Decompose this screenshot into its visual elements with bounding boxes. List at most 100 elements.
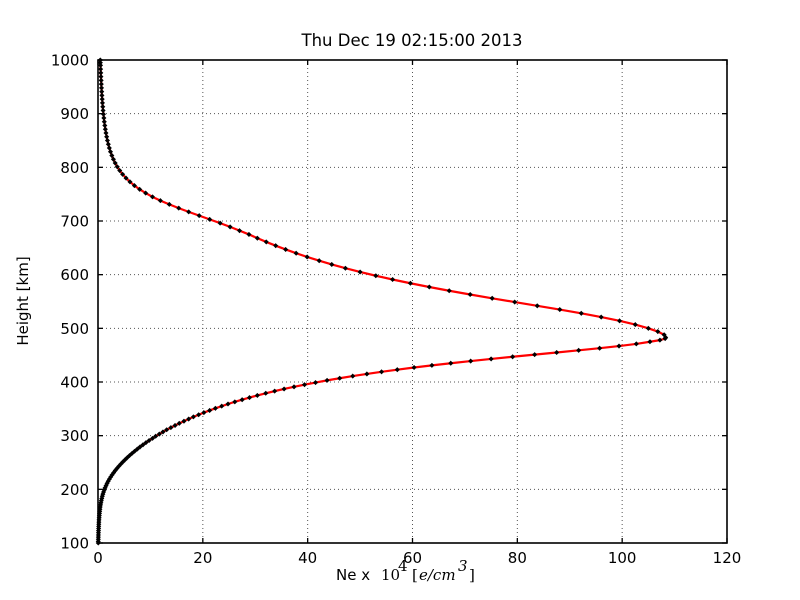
data-point-marker	[227, 224, 233, 230]
data-point-marker	[149, 194, 156, 200]
data-point-marker	[446, 288, 452, 294]
data-point-marker	[132, 448, 138, 454]
data-point-marker	[98, 70, 104, 76]
data-point-marker	[239, 397, 245, 403]
data-point-marker	[554, 349, 560, 356]
y-tick-label: 500	[60, 320, 89, 338]
data-point-marker	[99, 96, 105, 102]
x-tick-label: 120	[713, 549, 742, 567]
data-point-marker	[373, 273, 379, 279]
x-axis-label-base: 10	[381, 566, 400, 584]
data-point-marker	[488, 356, 494, 362]
data-point-marker	[291, 384, 297, 390]
data-point-marker	[254, 392, 260, 398]
x-axis-label-units: e/cm	[419, 566, 456, 584]
data-point-marker	[616, 343, 622, 349]
data-point-marker	[576, 347, 582, 353]
data-point-marker	[98, 81, 104, 87]
data-point-marker	[510, 354, 516, 360]
data-point-marker	[100, 104, 106, 110]
data-point-marker	[532, 352, 538, 358]
data-point-marker	[301, 382, 308, 388]
data-point-marker	[172, 422, 178, 429]
data-point-marker	[272, 388, 278, 394]
data-point-marker	[448, 360, 454, 366]
x-tick-label: 100	[608, 549, 637, 567]
data-point-marker	[168, 425, 174, 431]
x-axis-label-bracket-open: [	[412, 566, 418, 584]
data-point-marker	[304, 254, 310, 260]
data-point-marker	[143, 440, 149, 446]
y-tick-label: 300	[60, 427, 89, 445]
data-point-marker	[293, 250, 299, 256]
data-point-marker	[273, 243, 279, 249]
data-point-marker	[468, 358, 474, 364]
data-point-marker	[164, 427, 170, 433]
data-point-marker	[160, 429, 166, 435]
data-point-marker	[99, 100, 105, 106]
data-point-marker	[146, 437, 152, 444]
data-point-marker	[98, 66, 104, 72]
data-point-marker	[357, 269, 363, 275]
data-point-marker	[98, 74, 104, 80]
y-tick-label: 100	[60, 535, 89, 553]
data-point-marker	[429, 362, 435, 368]
x-tick-label: 20	[193, 549, 212, 567]
x-axis-label-plain: Ne x	[336, 566, 370, 584]
data-point-marker	[105, 141, 111, 147]
data-point-marker	[100, 111, 106, 117]
data-point-marker	[98, 85, 105, 91]
data-point-marker	[394, 367, 400, 373]
data-point-marker	[212, 405, 218, 411]
data-point-marker	[337, 375, 343, 381]
data-point-marker	[103, 130, 109, 136]
data-point-marker	[190, 414, 196, 420]
y-tick-label: 200	[60, 481, 89, 499]
data-point-marker	[232, 399, 238, 405]
data-point-marker	[201, 410, 207, 416]
data-point-marker	[426, 284, 432, 290]
data-point-marker	[186, 209, 192, 215]
grid-lines	[98, 60, 727, 543]
data-point-marker	[127, 179, 133, 185]
data-point-markers	[95, 57, 669, 546]
data-point-marker	[112, 160, 118, 166]
data-point-marker	[149, 435, 156, 441]
x-tick-label: 80	[508, 549, 527, 567]
data-point-marker	[632, 322, 638, 328]
y-tick-label: 900	[60, 105, 89, 123]
data-point-marker	[124, 455, 130, 461]
data-point-marker	[196, 412, 202, 418]
data-point-marker	[117, 168, 123, 174]
data-point-marker	[364, 371, 370, 377]
data-point-marker	[534, 303, 540, 309]
data-point-marker	[98, 77, 104, 83]
data-point-marker	[598, 314, 604, 320]
data-point-marker	[236, 228, 243, 234]
data-point-marker	[176, 420, 182, 426]
data-point-marker	[129, 450, 135, 456]
data-point-marker	[263, 390, 269, 396]
x-axis-tick-labels: 0 20 40 60 80 100 120	[93, 549, 741, 567]
data-point-marker	[156, 431, 162, 437]
data-point-marker	[467, 291, 473, 298]
data-point-marker	[661, 332, 667, 338]
x-axis-label-exponent: 4	[398, 557, 408, 575]
data-point-marker	[99, 92, 105, 98]
data-point-marker	[166, 201, 172, 207]
data-point-marker	[140, 442, 146, 448]
data-point-marker	[157, 198, 163, 204]
y-tick-label: 700	[60, 213, 89, 231]
data-point-marker	[263, 239, 269, 245]
data-point-marker	[617, 318, 623, 324]
data-point-marker	[196, 213, 202, 219]
x-tick-label: 40	[298, 549, 317, 567]
data-point-marker	[181, 418, 187, 424]
data-point-marker	[657, 337, 663, 343]
data-point-marker	[109, 152, 115, 159]
data-point-marker	[324, 377, 330, 383]
y-tick-label: 1000	[51, 52, 89, 70]
data-point-marker	[207, 407, 213, 413]
data-point-marker	[350, 373, 356, 379]
